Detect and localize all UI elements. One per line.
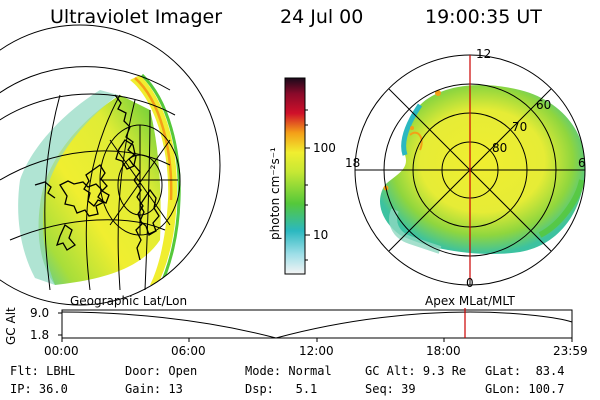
geographic-projection-label: Geographic Lat/Lon [70,294,188,308]
seq-info: Seq: 39 [365,382,416,396]
mlat-label-60: 60 [536,98,552,112]
gain-info: Gain: 13 [125,382,183,396]
colorbar-tick-10: 10 [313,228,329,242]
glon-value: 100.7 [528,382,565,396]
mode-value: Normal [288,364,332,378]
gcalt-info: GC Alt: 9.3 Re [365,364,466,378]
globe-dayglow [38,95,161,285]
ip-info: IP: 36.0 [10,382,68,396]
apex-projection-label: Apex MLat/MLT [425,294,515,308]
mlat-label-80: 80 [492,141,508,155]
mlt-label-dusk: 18 [345,156,361,170]
instrument-title: Ultraviolet Imager [50,6,223,28]
dsp-info: Dsp: 5.1 [245,382,317,396]
mlt-label-dawn: 6 [578,156,586,170]
auroral-arc [130,75,178,286]
altitude-plot [58,308,573,342]
time-tick-0000: 00:00 [44,344,79,358]
glon-label: GLon: [485,382,522,396]
altitude-tick-low: 1.8 [30,328,50,342]
time-tick-2359: 23:59 [553,344,588,358]
seq-label: Seq: [365,382,394,396]
filter-label: Flt: [10,364,39,378]
colorbar [284,77,310,275]
gcalt-value: 9.3 Re [422,364,467,378]
seq-value: 39 [401,382,416,396]
geographic-globe [0,24,221,306]
glat-label: GLat: [485,364,522,378]
ip-value: 36.0 [38,382,68,396]
altitude-trace [61,311,573,339]
glat-value: 83.4 [535,364,565,378]
time-label: 19:00:35 UT [425,6,542,28]
gain-label: Gain: [125,382,162,396]
dsp-label: Dsp: [245,382,274,396]
mlt-label-midnight: 0 [466,276,474,290]
mode-label: Mode: [245,364,282,378]
colorbar-unit-label: photon cm⁻²s⁻¹ [268,147,282,240]
dsp-value: 5.1 [295,382,318,396]
coastlines [34,94,160,261]
mlat-label-70: 70 [512,120,528,134]
glon-info: GLon: 100.7 [485,382,564,396]
colorbar-tick-100: 100 [313,141,336,155]
mode-info: Mode: Normal [245,364,332,378]
glat-info: GLat: 83.4 [485,364,564,378]
filter-value: LBHL [46,364,76,378]
colorbar-ramp [284,77,306,275]
gcalt-label: GC Alt: [365,364,416,378]
altitude-axis-label: GC Alt [4,307,18,345]
door-info: Door: Open [125,364,197,378]
gain-value: 13 [168,382,183,396]
time-tick-1800: 18:00 [426,344,461,358]
mlt-label-noon: 12 [476,47,492,61]
globe-edge-fade [18,90,118,285]
filter-info: Flt: LBHL [10,364,75,378]
altitude-tick-high: 9.0 [30,306,50,320]
door-label: Door: [125,364,162,378]
time-tick-0600: 06:00 [171,344,206,358]
door-value: Open [168,364,198,378]
ip-label: IP: [10,382,32,396]
time-tick-1200: 12:00 [299,344,334,358]
polar-plot [354,54,586,286]
date-label: 24 Jul 00 [280,6,364,28]
